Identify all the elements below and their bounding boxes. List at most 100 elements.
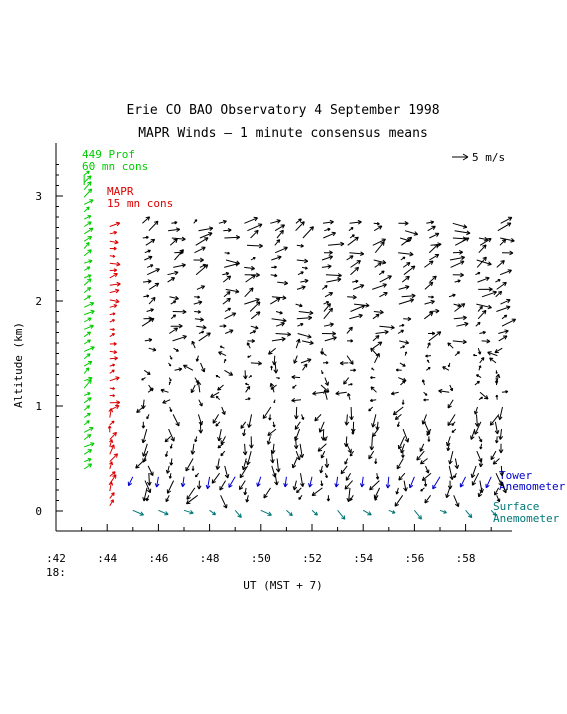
mapr-1mn-vector bbox=[489, 414, 500, 426]
mapr-1mn-vector bbox=[445, 487, 451, 499]
mapr-1mn-vector bbox=[321, 285, 328, 290]
mapr-1mn-vector bbox=[246, 243, 263, 249]
mapr-1mn-vector bbox=[442, 366, 450, 371]
mapr-1mn-vector bbox=[453, 495, 460, 508]
mapr-1mn-vector bbox=[471, 472, 480, 486]
mapr-1mn-vector bbox=[274, 239, 281, 246]
legend-449-name: 449 Prof bbox=[82, 148, 135, 161]
mapr-1mn-vector bbox=[450, 260, 465, 268]
scale-legend: 5 m/s bbox=[452, 151, 505, 164]
mapr-1mn-vector bbox=[224, 312, 237, 320]
mapr-1mn-vector bbox=[449, 384, 454, 392]
x-tick-label: :48 bbox=[200, 552, 220, 565]
mapr-1mn-vector bbox=[501, 318, 517, 327]
mapr-1mn-vector bbox=[275, 310, 283, 315]
mapr-1mn-vector bbox=[392, 406, 404, 416]
mapr-1mn-vector bbox=[324, 436, 328, 442]
mapr-1mn-vector bbox=[323, 322, 334, 328]
mapr-15mn-vector bbox=[109, 281, 121, 287]
mapr-1mn-vector bbox=[492, 458, 500, 465]
mapr-1mn-vector bbox=[222, 271, 230, 276]
mapr-1mn-vector bbox=[143, 294, 150, 298]
mapr-1mn-vector bbox=[348, 227, 354, 232]
mapr-1mn-vector bbox=[172, 335, 187, 342]
mapr-1mn-vector bbox=[379, 292, 388, 298]
mapr-1mn-vector bbox=[185, 494, 199, 505]
mapr-1mn-vector bbox=[182, 364, 194, 371]
mapr-1mn-vector bbox=[399, 237, 411, 243]
mapr-1mn-vector bbox=[292, 384, 297, 389]
mapr-15mn-vector bbox=[109, 261, 121, 267]
mapr-1mn-vector bbox=[335, 390, 347, 396]
mapr-1mn-vector bbox=[349, 313, 363, 320]
mapr-1mn-vector bbox=[142, 450, 149, 463]
mapr-1mn-vector bbox=[174, 249, 184, 255]
mapr-1mn-vector bbox=[321, 264, 332, 269]
mapr-1mn-vector bbox=[245, 274, 256, 283]
mapr-1mn-vector bbox=[423, 398, 429, 402]
x-tick-label: :56 bbox=[404, 552, 424, 565]
mapr-15mn-vector bbox=[109, 254, 116, 258]
mapr-1mn-vector bbox=[217, 384, 224, 391]
mapr-1mn-vector bbox=[498, 335, 508, 342]
mapr-1mn-vector bbox=[368, 406, 374, 412]
mapr-1mn-vector bbox=[452, 249, 464, 255]
legend-mapr-name: MAPR bbox=[107, 185, 134, 198]
mapr-1mn-vector bbox=[319, 465, 324, 474]
mapr-1mn-vector bbox=[454, 351, 460, 356]
legend-mapr-name2: 15 mn cons bbox=[107, 197, 173, 210]
mapr-1mn-vector bbox=[421, 472, 432, 481]
mapr-1mn-vector bbox=[421, 414, 427, 425]
mapr-1mn-vector bbox=[424, 281, 434, 290]
surface-anemometer-vector bbox=[362, 509, 372, 516]
mapr-1mn-vector bbox=[160, 388, 169, 393]
mapr-1mn-vector bbox=[501, 250, 514, 256]
tower-anemometer-vector bbox=[359, 476, 365, 488]
mapr-1mn-vector bbox=[479, 357, 485, 364]
mapr-1mn-vector bbox=[247, 355, 252, 358]
mapr-1mn-vector bbox=[275, 246, 288, 254]
mapr-1mn-vector bbox=[426, 220, 435, 225]
mapr-1mn-vector bbox=[403, 265, 416, 276]
mapr-15mn-vector bbox=[109, 369, 115, 374]
mapr-1mn-vector bbox=[400, 443, 405, 454]
profiler-vector bbox=[84, 346, 95, 352]
surface-anemometer-vector bbox=[388, 509, 396, 514]
mapr-1mn-vector bbox=[325, 273, 342, 278]
mapr-1mn-vector bbox=[143, 316, 153, 321]
mapr-1mn-vector bbox=[292, 480, 298, 491]
mapr-1mn-vector bbox=[168, 377, 172, 382]
mapr-1mn-vector bbox=[429, 253, 440, 261]
profiler-vector bbox=[83, 397, 92, 404]
mapr-1mn-vector bbox=[142, 487, 148, 502]
mapr-15mn-vector bbox=[109, 239, 119, 245]
tower-anemometer-vector bbox=[334, 476, 339, 488]
mapr-1mn-vector bbox=[353, 302, 370, 308]
mapr-15mn-vector bbox=[109, 386, 115, 391]
mapr-1mn-vector bbox=[220, 436, 226, 445]
mapr-1mn-vector bbox=[186, 487, 196, 500]
mapr-1mn-vector bbox=[428, 331, 442, 342]
profiler-vector bbox=[83, 227, 94, 235]
mapr-1mn-vector bbox=[349, 234, 355, 239]
mapr-1mn-vector bbox=[499, 269, 512, 276]
mapr-1mn-vector bbox=[267, 428, 277, 436]
mapr-1mn-vector bbox=[142, 279, 152, 284]
mapr-1mn-vector bbox=[273, 362, 279, 374]
mapr-1mn-vector bbox=[451, 428, 457, 433]
mapr-1mn-vector bbox=[210, 391, 220, 398]
mapr-1mn-vector bbox=[223, 358, 227, 364]
tower-anemometer-vector bbox=[180, 476, 186, 488]
mapr-1mn-vector bbox=[452, 272, 464, 278]
profiler-vector bbox=[84, 376, 93, 382]
mapr-1mn-vector bbox=[349, 450, 355, 457]
mapr-1mn-vector bbox=[294, 421, 301, 430]
legend-tower-name2: Anemometer bbox=[499, 480, 566, 493]
profiler-vector bbox=[83, 405, 91, 411]
mapr-1mn-vector bbox=[320, 450, 326, 459]
mapr-1mn-vector bbox=[372, 313, 380, 320]
mapr-15mn-vector bbox=[109, 350, 118, 354]
mapr-1mn-vector bbox=[397, 436, 406, 450]
mapr-1mn-vector bbox=[146, 414, 150, 420]
mapr-1mn-vector bbox=[501, 390, 509, 394]
